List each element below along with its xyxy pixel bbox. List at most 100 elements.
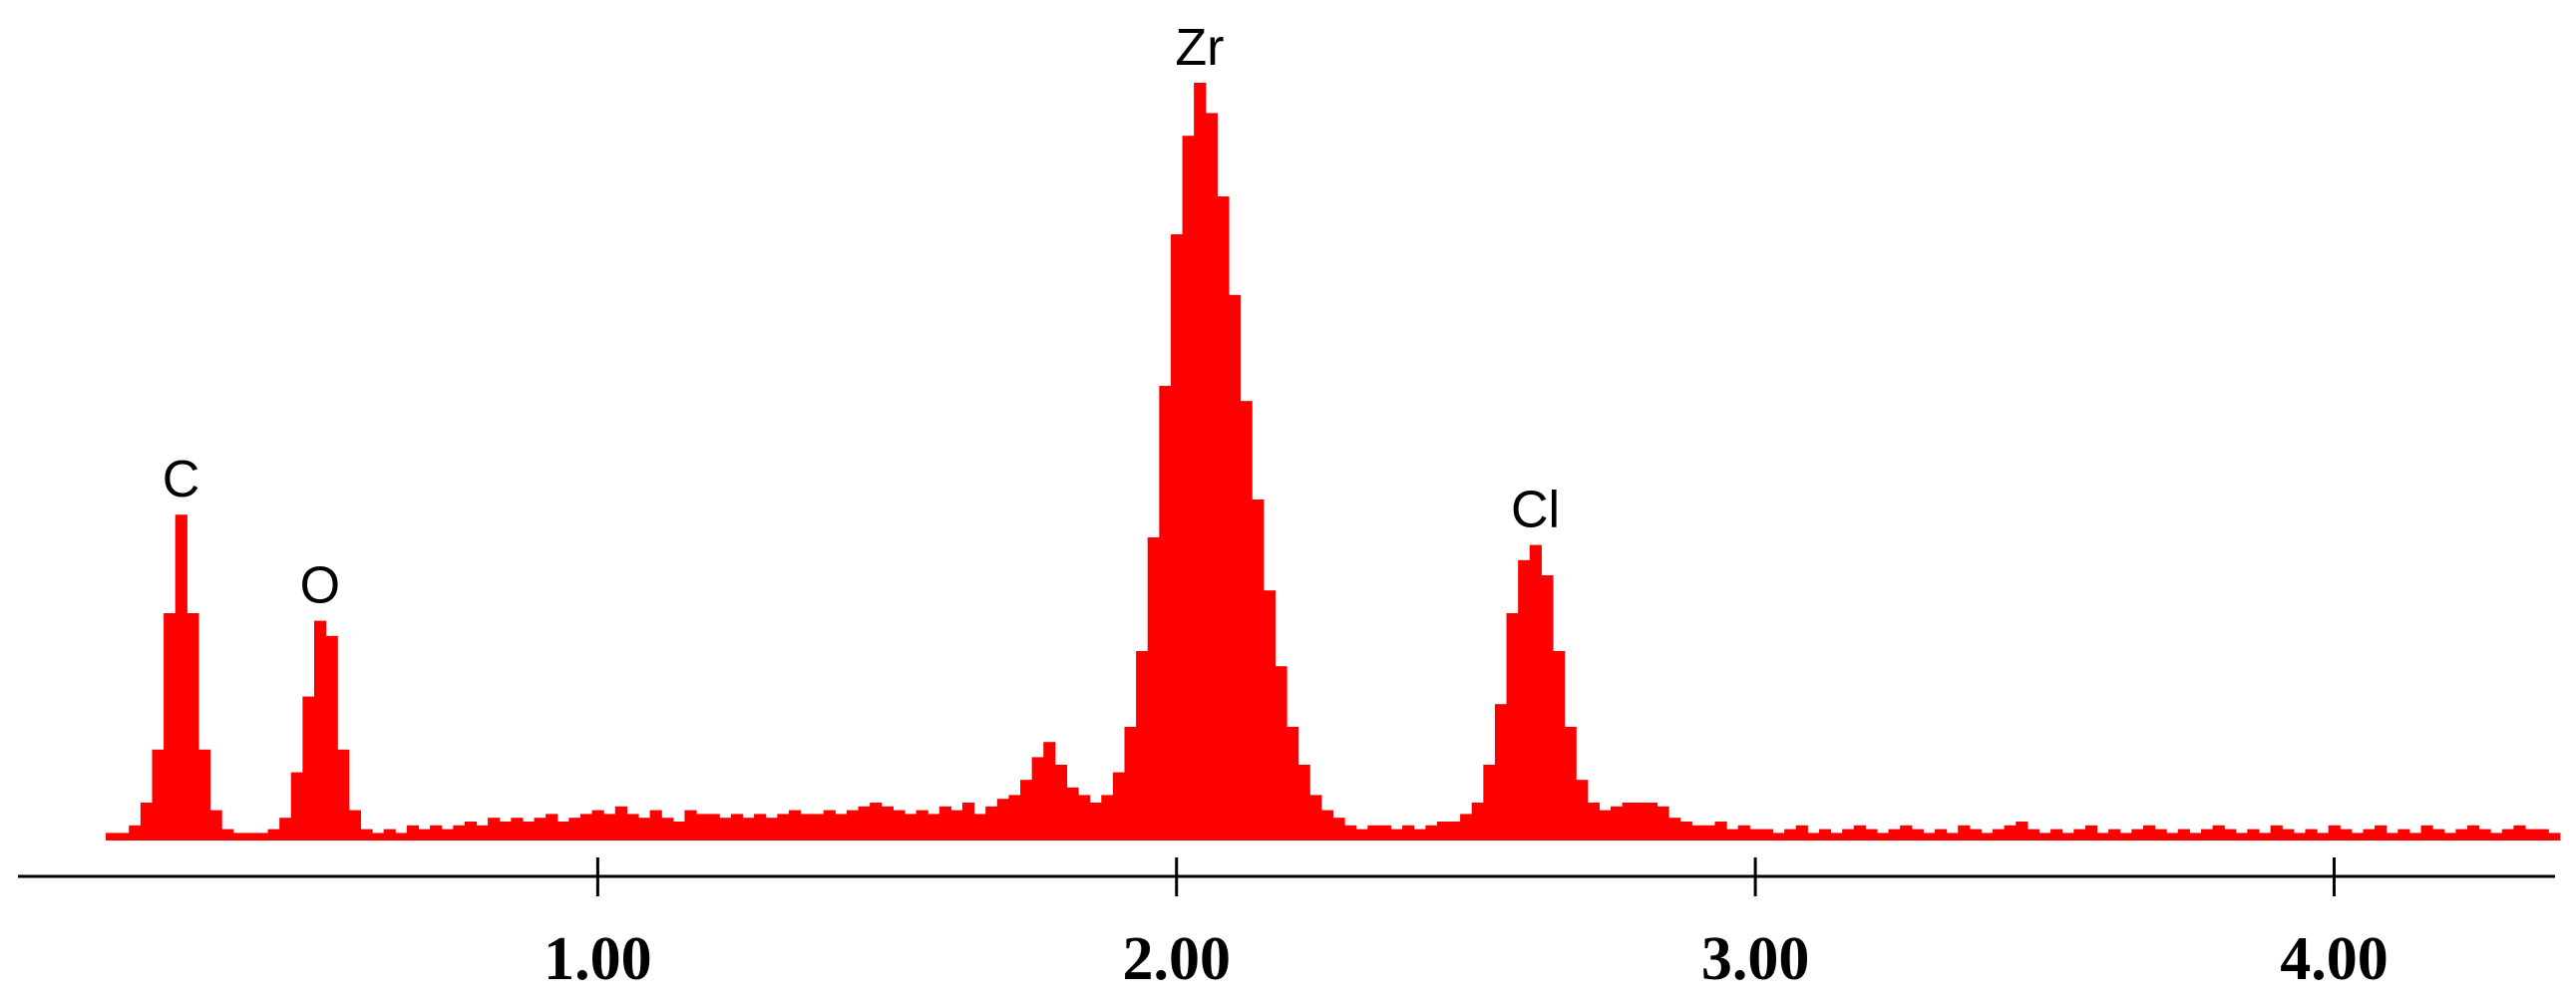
- spectrum-bar: [1691, 825, 1704, 840]
- peak-label: Zr: [1175, 19, 1224, 77]
- spectrum-bar: [290, 772, 303, 840]
- spectrum-bar: [2375, 825, 2388, 840]
- spectrum-bar: [418, 829, 431, 840]
- spectrum-bar: [2293, 833, 2307, 840]
- spectrum-bar: [973, 814, 986, 840]
- spectrum-bar: [1471, 803, 1484, 840]
- spectrum-bar: [2154, 829, 2167, 840]
- spectrum-bar: [1506, 613, 1519, 840]
- spectrum-bar: [1552, 651, 1566, 840]
- spectrum-bar: [1518, 559, 1531, 840]
- spectrum-bar: [1842, 829, 1855, 840]
- spectrum-bar: [1830, 833, 1843, 840]
- spectrum-bar: [754, 814, 767, 840]
- spectrum-bar: [568, 818, 581, 840]
- spectrum-bar: [835, 814, 848, 840]
- spectrum-bar: [302, 696, 315, 840]
- spectrum-bar: [140, 803, 154, 840]
- spectrum-bar: [546, 814, 558, 840]
- spectrum-bar: [1436, 822, 1450, 840]
- spectrum-bar: [1611, 806, 1624, 840]
- spectrum-bar: [556, 822, 569, 840]
- spectrum-bar: [1217, 196, 1230, 840]
- spectrum-bar: [129, 825, 142, 840]
- spectrum-bar: [1969, 829, 1983, 840]
- spectrum-bar: [2305, 829, 2318, 840]
- spectrum-bar: [2282, 829, 2295, 840]
- spectrum-bar: [1853, 825, 1866, 840]
- spectrum-bar: [1726, 829, 1739, 840]
- spectrum-bar: [1911, 829, 1925, 840]
- spectrum-bar: [2386, 833, 2398, 840]
- spectrum-bar: [267, 829, 280, 840]
- spectrum-bar: [117, 833, 130, 840]
- spectrum-bar: [476, 825, 489, 840]
- spectrum-bar: [661, 818, 674, 840]
- spectrum-bar: [672, 822, 686, 840]
- spectrum-bar: [2061, 833, 2074, 840]
- spectrum-bar: [2026, 829, 2040, 840]
- spectrum-bar: [1344, 825, 1357, 840]
- spectrum-bar: [800, 814, 813, 840]
- spectrum-bar: [1645, 803, 1658, 840]
- spectrum-bar: [279, 818, 292, 840]
- spectrum-bar: [2536, 829, 2549, 840]
- peak-label: O: [300, 557, 340, 615]
- spectrum-bar: [232, 833, 245, 840]
- spectrum-bar: [626, 814, 639, 840]
- spectrum-bar: [2351, 833, 2365, 840]
- spectrum-bar: [464, 822, 478, 840]
- spectrum-bar: [2096, 833, 2109, 840]
- spectrum-bar: [1031, 757, 1044, 840]
- spectrum-bar: [1112, 772, 1126, 840]
- spectrum-bar: [1413, 829, 1426, 840]
- spectrum-bar: [1529, 544, 1542, 840]
- spectrum-bar: [2478, 829, 2491, 840]
- spectrum-bar: [2548, 833, 2561, 840]
- spectrum-bar: [1483, 765, 1496, 840]
- spectrum-bar: [927, 814, 940, 840]
- spectrum-bar: [1702, 825, 1716, 840]
- spectrum-bar: [1818, 829, 1832, 840]
- spectrum-bar: [893, 810, 906, 840]
- spectrum-bar: [1784, 829, 1797, 840]
- spectrum-bar: [649, 810, 662, 840]
- spectrum-bar: [1182, 136, 1195, 840]
- spectrum-bar: [221, 829, 234, 840]
- spectrum-bar: [823, 810, 836, 840]
- spectrum-bar: [337, 749, 350, 840]
- spectrum-bar: [1297, 765, 1310, 840]
- spectrum-bar: [1679, 822, 1692, 840]
- spectrum-bar: [1772, 833, 1785, 840]
- spectrum-bar: [488, 818, 501, 840]
- spectrum-bar: [788, 810, 802, 840]
- spectrum-bar: [1760, 829, 1774, 840]
- spectrum-bar: [186, 613, 199, 840]
- spectrum-bar: [1263, 590, 1276, 840]
- spectrum-bar: [2084, 825, 2098, 840]
- spectrum-bar: [2363, 829, 2376, 840]
- spectrum-bar: [1228, 294, 1242, 840]
- spectrum-bar: [2340, 829, 2353, 840]
- spectrum-bar: [1355, 829, 1368, 840]
- spectrum-bar: [164, 613, 177, 840]
- spectrum-bar: [1101, 795, 1114, 840]
- spectrum-bar: [1634, 803, 1647, 840]
- spectrum-bar: [2189, 833, 2202, 840]
- spectrum-bar: [730, 814, 744, 840]
- spectrum-bar: [1564, 727, 1577, 840]
- x-tick-label: 2.00: [1122, 925, 1231, 993]
- spectrum-bar: [2073, 829, 2086, 840]
- spectrum-bar: [1448, 822, 1461, 840]
- spectrum-bar: [1460, 814, 1473, 840]
- spectrum-bar: [2513, 825, 2526, 840]
- spectrum-bar: [325, 635, 338, 840]
- spectrum-bar: [1993, 829, 2006, 840]
- spectrum-bar: [684, 810, 697, 840]
- spectrum-bar: [2443, 833, 2456, 840]
- spectrum-bar: [777, 814, 790, 840]
- spectrum-bar: [2408, 833, 2422, 840]
- spectrum-bar: [1587, 803, 1600, 840]
- spectrum-bar: [1287, 727, 1299, 840]
- spectrum-bar: [985, 806, 998, 840]
